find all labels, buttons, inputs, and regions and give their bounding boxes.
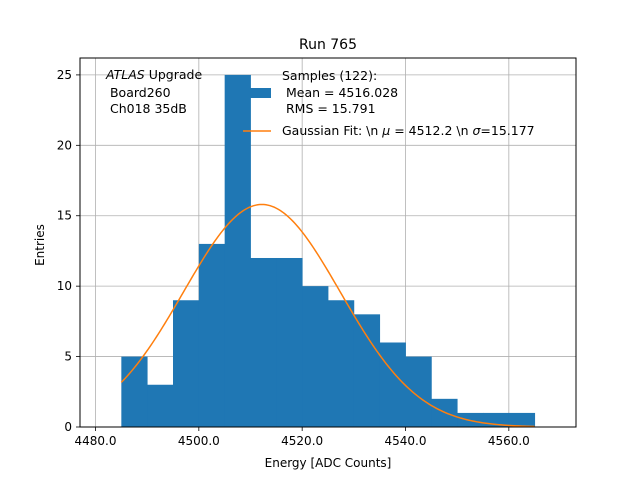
- x-tick-label: 4520.0: [281, 434, 323, 448]
- histogram-bar: [276, 257, 303, 427]
- histogram-bar: [405, 356, 432, 427]
- x-tick-label: 4500.0: [178, 434, 220, 448]
- annotation-line-1-rest: Upgrade: [145, 67, 203, 82]
- annotation-line-3: Ch018 35dB: [106, 101, 187, 116]
- histogram-bars: [121, 74, 536, 428]
- y-tick-label: 10: [57, 279, 72, 293]
- annotation-line-2: Board260: [106, 85, 171, 100]
- x-tick-label: 4480.0: [75, 434, 117, 448]
- y-tick-label: 15: [57, 209, 72, 223]
- x-tick-label: 4540.0: [385, 434, 427, 448]
- y-tick-label: 5: [64, 350, 72, 364]
- legend: Samples (122): Mean = 4516.028 RMS = 15.…: [243, 68, 535, 138]
- grid-lines: [80, 58, 576, 428]
- y-axis-ticks: 0 5 10 15 20 25: [57, 68, 80, 434]
- svg-text:ATLAS Upgrade: ATLAS Upgrade: [105, 67, 202, 82]
- y-tick-label: 0: [64, 420, 72, 434]
- legend-samples-line-2: Mean = 4516.028: [282, 85, 398, 100]
- legend-samples-line-3: RMS = 15.791: [282, 101, 376, 116]
- axes-frame: [79, 57, 577, 428]
- x-tick-label: 4560.0: [488, 434, 530, 448]
- legend-histogram-patch: [243, 88, 271, 98]
- annotation-italic-word: ATLAS: [105, 67, 145, 82]
- x-axis-label: Energy [ADC Counts]: [265, 456, 392, 470]
- y-tick-label: 25: [57, 68, 72, 82]
- annotation-text: ATLAS Upgrade Board260 Ch018 35dB: [105, 67, 202, 116]
- gaussian-fit-curve: [120, 203, 535, 428]
- y-tick-label: 20: [57, 138, 72, 152]
- histogram-bar: [147, 384, 174, 427]
- legend-samples-line-1: Samples (122):: [282, 68, 377, 83]
- histogram-bar: [173, 300, 200, 427]
- histogram-bar: [198, 243, 226, 427]
- histogram-bar: [328, 300, 355, 427]
- histogram-bar: [353, 314, 381, 427]
- histogram-bar: [250, 257, 277, 427]
- histogram-bar: [302, 286, 329, 427]
- y-axis-label: Entries: [33, 224, 47, 266]
- histogram-bar: [224, 74, 251, 428]
- chart-title: Run 765: [299, 37, 357, 53]
- histogram-bar: [508, 412, 536, 427]
- x-axis-ticks: 4480.0 4500.0 4520.0 4540.0 4560.0: [75, 427, 530, 448]
- histogram-bar: [379, 342, 406, 427]
- legend-fit-label: Gaussian Fit: \n μ = 4512.2 \n σ=15.177: [282, 123, 535, 138]
